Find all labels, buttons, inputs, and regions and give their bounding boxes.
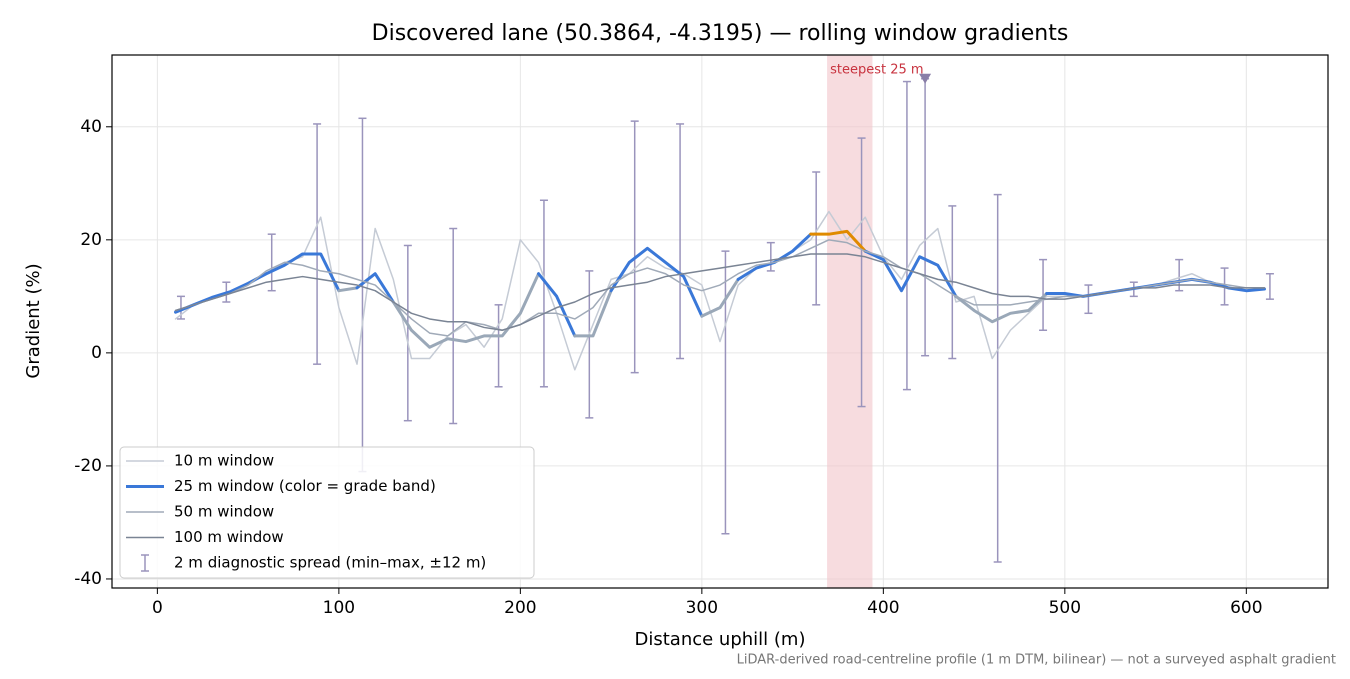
x-tick-label: 100 xyxy=(323,598,355,618)
line-series xyxy=(355,272,395,304)
y-tick-label: 20 xyxy=(80,230,102,250)
line-series xyxy=(609,246,704,318)
line-series xyxy=(809,229,867,253)
legend-label: 25 m window (color = grade band) xyxy=(174,477,436,495)
line-series xyxy=(863,249,958,298)
plot-frame xyxy=(111,54,1329,589)
x-tick-label: 500 xyxy=(1049,598,1081,618)
y-tick-label: -40 xyxy=(74,569,102,589)
line-series xyxy=(337,286,359,293)
x-tick-label: 300 xyxy=(686,598,718,618)
line-series xyxy=(573,289,613,338)
chart-title: Discovered lane (50.3864, -4.3195) — rol… xyxy=(372,21,1069,46)
steepest-marker xyxy=(919,73,932,84)
y-tick-label: 0 xyxy=(91,343,102,363)
legend-label: 50 m window xyxy=(174,503,274,521)
x-tick-label: 400 xyxy=(867,598,899,618)
highlight-label: steepest 25 m xyxy=(830,63,923,78)
legend-label: 2 m diagnostic spread (min–max, ±12 m) xyxy=(174,554,486,572)
legend-label: 100 m window xyxy=(174,528,284,546)
line-series xyxy=(537,272,577,338)
x-tick-label: 600 xyxy=(1230,598,1262,618)
x-axis-label: Distance uphill (m) xyxy=(635,629,806,650)
legend-box xyxy=(119,446,535,579)
x-tick-label: 200 xyxy=(504,598,536,618)
x-tick-label: 0 xyxy=(152,598,163,618)
y-axis-label: Gradient (%) xyxy=(23,263,44,378)
legend-label: 10 m window xyxy=(174,452,274,470)
line-series xyxy=(391,272,541,349)
line-series xyxy=(174,253,1266,332)
y-tick-label: -20 xyxy=(74,456,102,476)
highlight-span xyxy=(827,55,873,588)
y-tick-label: 40 xyxy=(80,117,102,137)
line-series xyxy=(954,292,1049,324)
line-series xyxy=(700,277,740,318)
footnote: LiDAR-derived road-centreline profile (1… xyxy=(737,653,1336,668)
